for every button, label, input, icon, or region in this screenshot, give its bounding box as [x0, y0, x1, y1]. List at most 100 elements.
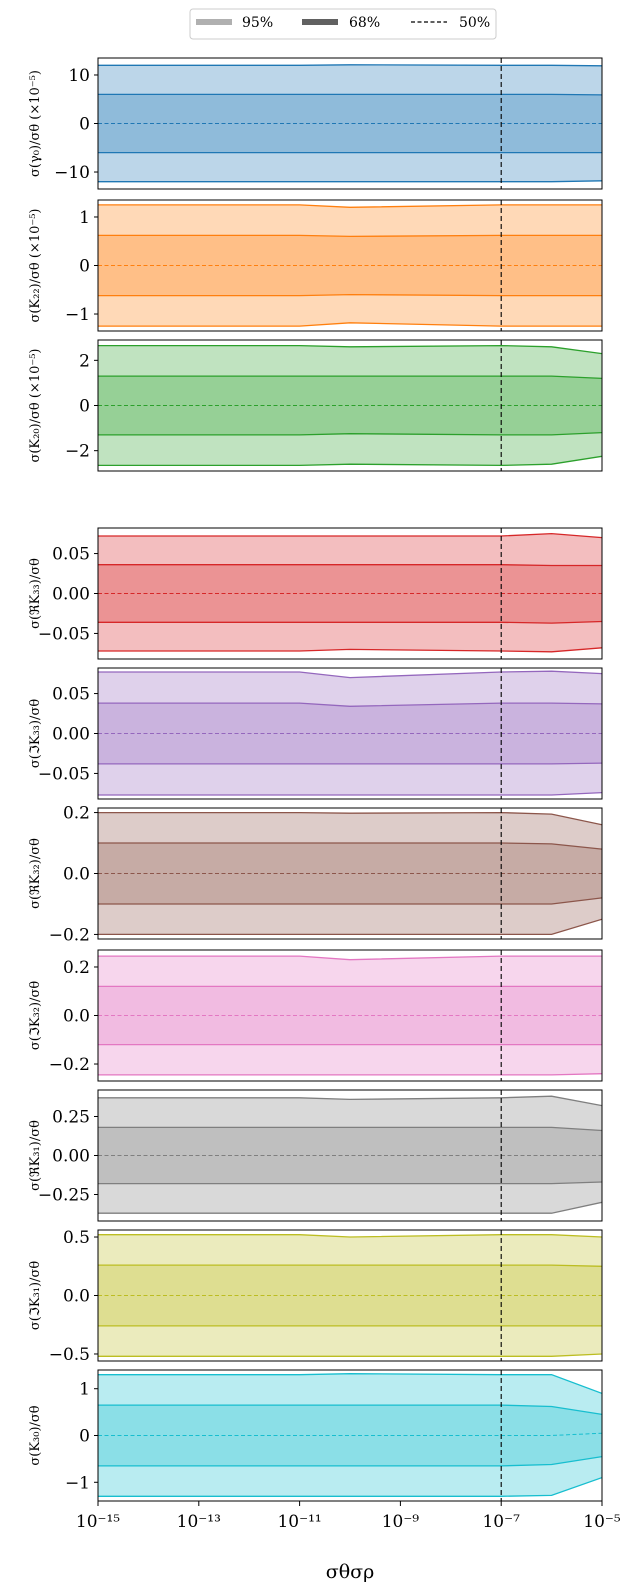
- percentile-line-p16: [98, 762, 602, 765]
- percentile-line-p16: [98, 620, 602, 624]
- y-tick-label: 0.00: [52, 725, 90, 745]
- y-tick-label: −0.05: [38, 624, 90, 644]
- panel-8: 0.25 0.00 −0.25σ(ℜK₃₁)/σθ: [28, 1089, 603, 1222]
- percentile-line-p97_5: [98, 670, 602, 679]
- y-tick-label: 0.2: [63, 958, 90, 978]
- percentile-line-p2_5: [98, 1476, 602, 1497]
- x-tick-label: 10⁻⁷: [482, 1512, 520, 1532]
- percentile-line-p84: [98, 842, 602, 850]
- legend-box: [189, 8, 497, 40]
- median-line: [98, 1432, 602, 1436]
- y-tick-label: 1: [79, 1380, 90, 1400]
- percentile-line-p2_5: [98, 647, 602, 653]
- band-68: [98, 1405, 602, 1466]
- percentile-line-p16: [98, 1455, 602, 1467]
- percentile-line-p84: [98, 375, 602, 380]
- y-tick-label: −2: [65, 442, 90, 462]
- percentile-line-p16: [98, 1181, 602, 1185]
- percentile-line-p97_5: [98, 204, 602, 208]
- legend-label-68: 68%: [349, 15, 380, 31]
- y-tick-label: 0.0: [63, 865, 90, 885]
- band-68: [98, 94, 602, 153]
- y-axis-label: σ(ℜK₃₂)/σθ: [28, 838, 43, 909]
- panel-plot-area: [98, 668, 602, 799]
- x-tick-label: 10⁻¹¹: [277, 1512, 321, 1532]
- percentile-line-p2_5: [98, 455, 602, 467]
- y-axis-label: σ(K₂₂)/σθ (×10⁻⁵): [28, 208, 43, 322]
- percentile-line-p97_5: [98, 532, 602, 539]
- y-tick-label: −0.05: [38, 764, 90, 784]
- y-axis-label: σ(K₃₀)/σθ: [28, 1405, 43, 1465]
- y-tick-label: 0: [79, 257, 90, 277]
- percentile-line-p84: [98, 1126, 602, 1132]
- percentile-line-p2_5: [98, 322, 602, 327]
- panel-1: 10 0 −10 σ(γ₀)/σθ (×10⁻⁵): [28, 57, 603, 190]
- x-axis: 10⁻¹⁵ 10⁻¹³ 10⁻¹¹ 10⁻⁹ 10⁻⁷ 10⁻⁵: [76, 1501, 621, 1532]
- y-tick-label: 0: [79, 115, 90, 135]
- y-tick-label: 10: [68, 66, 90, 86]
- panel-plot-area: [98, 200, 602, 331]
- y-tick-label: 0.00: [52, 585, 90, 605]
- y-axis-label: σ(γ₀)/σθ (×10⁻⁵): [28, 70, 43, 177]
- band-68: [98, 1127, 602, 1184]
- panel-5: 0.05 0.00 −0.05σ(ℑK₃₃)/σθ: [28, 667, 603, 800]
- y-axis-label: σ(ℜK₃₃)/σθ: [28, 558, 43, 629]
- y-tick-label: 0.0: [63, 1287, 90, 1307]
- percentile-line-p97_5: [98, 1095, 602, 1107]
- panel-10: 1 0 −1 σ(K₃₀)/σθ: [28, 1369, 603, 1502]
- band-68: [98, 843, 602, 904]
- percentile-line-p97_5: [98, 64, 602, 67]
- percentile-line-p84: [98, 1404, 602, 1416]
- y-tick-label: −1: [65, 1473, 90, 1493]
- y-tick-label: 0.05: [52, 545, 90, 565]
- percentile-line-p84: [98, 1264, 602, 1267]
- y-tick-label: 0.05: [52, 685, 90, 705]
- panel-plot-area: [98, 1090, 602, 1221]
- band-68: [98, 1265, 602, 1326]
- y-tick-label: −0.25: [38, 1185, 90, 1205]
- band-68: [98, 376, 602, 435]
- x-tick-label: 10⁻⁵: [583, 1512, 621, 1532]
- y-tick-label: 0.00: [52, 1147, 90, 1167]
- percentile-line-p2_5: [98, 180, 602, 183]
- panel-plot-area: [98, 1230, 602, 1361]
- panel-plot-area: [98, 1370, 602, 1501]
- percentile-line-p16: [98, 431, 602, 436]
- x-axis-label: σθσρ: [326, 1561, 375, 1583]
- y-tick-label: 2: [79, 351, 90, 371]
- panel-2: 1 0 −1 σ(K₂₂)/σθ (×10⁻⁵): [28, 199, 603, 332]
- panel-3: 2 0 −2 σ(K₂₀)/σθ (×10⁻⁵): [28, 339, 603, 472]
- y-axis-label: σ(ℑK₃₃)/σθ: [28, 699, 43, 768]
- band-68: [98, 986, 602, 1045]
- percentile-line-p2_5: [98, 1353, 602, 1357]
- panel-4: 0.05 0.00 −0.05σ(ℜK₃₃)/σθ: [28, 527, 603, 660]
- percentile-line-p2_5: [98, 918, 602, 936]
- percentile-line-p16: [98, 897, 602, 905]
- legend-label-50: 50%: [459, 15, 490, 31]
- y-axis-label: σ(K₂₀)/σθ (×10⁻⁵): [28, 348, 43, 462]
- y-tick-label: −1: [65, 305, 90, 325]
- percentile-line-p2_5: [98, 791, 602, 796]
- percentile-line-p84: [98, 93, 602, 96]
- percentile-line-p97_5: [98, 955, 602, 961]
- y-tick-label: 0: [79, 397, 90, 417]
- percentile-line-p97_5: [98, 344, 602, 355]
- panel-9: 0.5 0.0 −0.5 σ(ℑK₃₁)/σθ: [28, 1228, 603, 1365]
- percentile-line-p2_5: [98, 1073, 602, 1076]
- y-tick-label: 0.2: [63, 804, 90, 824]
- legend: 95% 68% 50%: [189, 8, 497, 40]
- y-tick-label: −10: [54, 163, 90, 183]
- panel-plot-area: [98, 340, 602, 471]
- panel-plot-area: [98, 58, 602, 189]
- percentile-line-p84: [98, 702, 602, 707]
- legend-label-95: 95%: [242, 15, 273, 31]
- band-68: [98, 703, 602, 764]
- band-68: [98, 564, 602, 624]
- panel-plot-area: [98, 808, 602, 939]
- percentile-line-p84: [98, 234, 602, 238]
- y-tick-label: 0: [79, 1427, 90, 1447]
- y-axis-label: σ(ℑK₃₂)/σθ: [28, 981, 43, 1050]
- y-tick-label: 0.0: [63, 1007, 90, 1027]
- panel-7: 0.2 0.0 −0.2 σ(ℑK₃₂)/σθ: [28, 949, 603, 1082]
